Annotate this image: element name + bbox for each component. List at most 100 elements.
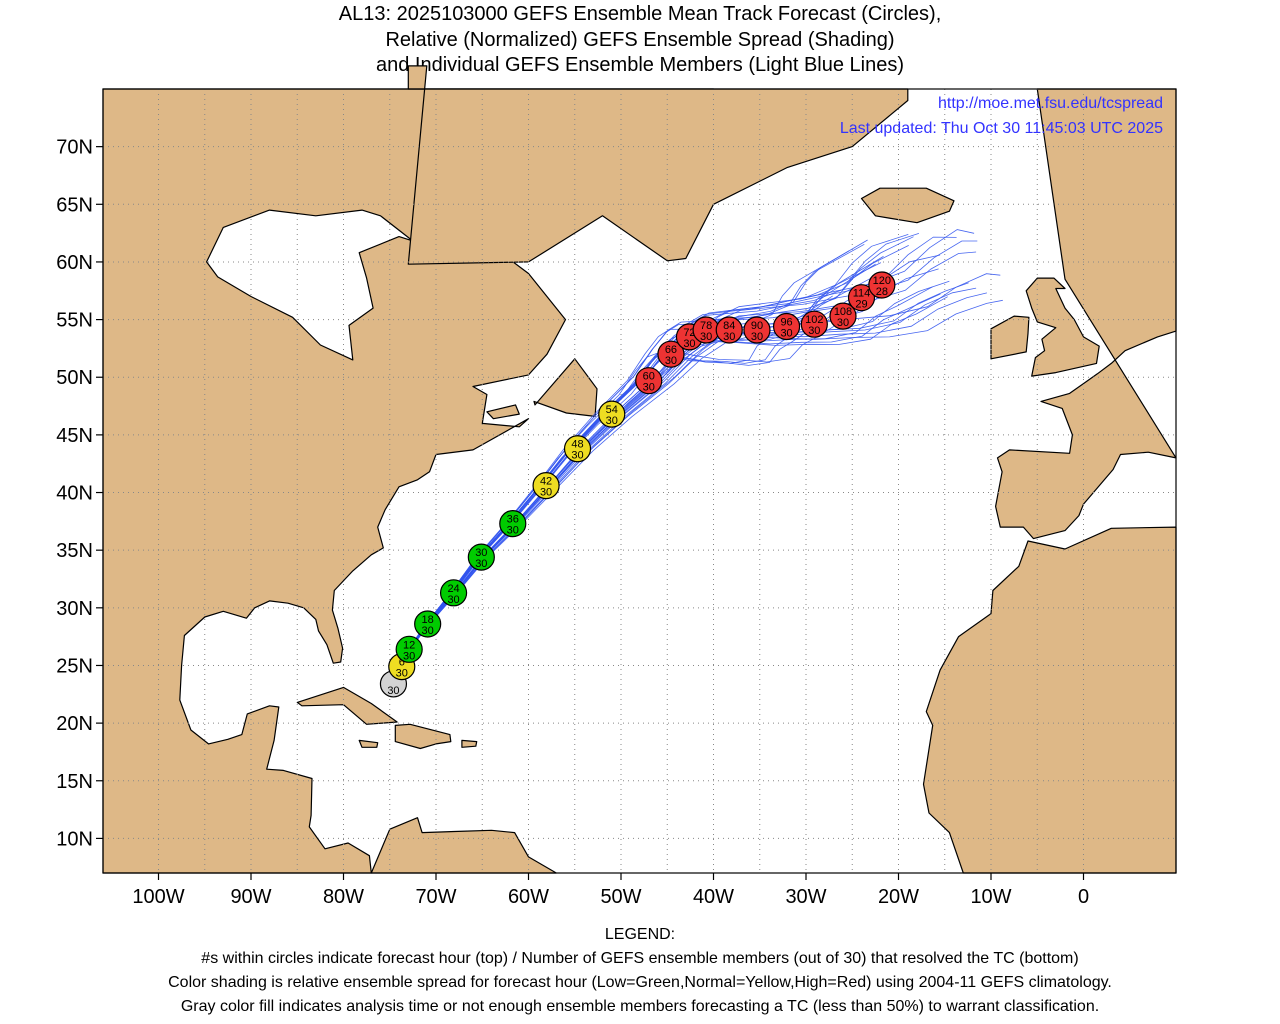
member-count-label: 30 xyxy=(808,325,820,337)
member-count-label: 30 xyxy=(751,331,763,343)
last-updated-text: Last updated: Thu Oct 30 11:45:03 UTC 20… xyxy=(840,120,1163,137)
chart-title-line-3: and Individual GEFS Ensemble Members (Li… xyxy=(375,54,905,76)
member-count-label: 30 xyxy=(475,558,487,570)
map-axes: 100W 90W 80W 70W 60W 50W 40W 30W 20W 10W 0 10N 15N 20… xyxy=(56,88,1177,908)
forecast-hour-label: 54 xyxy=(606,404,618,416)
member-count-label: 30 xyxy=(780,328,792,340)
land-masses xyxy=(102,65,1177,874)
chart-title-line-1: AL13: 2025103000 GEFS Ensemble Mean Trac… xyxy=(338,3,942,25)
ireland xyxy=(990,315,1030,360)
member-count-label: 30 xyxy=(723,331,735,343)
greenland xyxy=(407,65,909,265)
member-track xyxy=(393,239,868,685)
forecast-hour-label: 18 xyxy=(422,614,434,626)
forecast-hour-label: 6 xyxy=(399,657,405,669)
forecast-circle xyxy=(800,310,828,338)
forecast-circle xyxy=(635,367,663,395)
forecast-hour-label: 42 xyxy=(540,476,552,488)
forecast-hour-label: 84 xyxy=(723,320,735,332)
forecast-hour-label: 12 xyxy=(403,639,415,651)
member-track xyxy=(393,292,987,685)
south-america xyxy=(370,817,557,874)
forecast-circle xyxy=(395,635,423,663)
forecast-hour-label: 30 xyxy=(475,547,487,559)
plot-frame xyxy=(102,88,1177,874)
source-url[interactable]: http://moe.met.fsu.edu/tcspread xyxy=(938,95,1163,112)
legend-line-1: #s within circles indicate forecast hour… xyxy=(201,950,1079,967)
member-count-label: 29 xyxy=(855,299,867,311)
chart-title-line-2: Relative (Normalized) GEFS Ensemble Spre… xyxy=(385,29,895,51)
forecast-circle xyxy=(743,316,771,344)
ensemble-mean-track: 3063012301830243030303630423048305430603… xyxy=(379,271,896,698)
forecast-circle xyxy=(499,510,527,538)
member-count-label: 30 xyxy=(571,450,583,462)
member-count-label: 30 xyxy=(507,525,519,537)
member-count-label: 30 xyxy=(387,685,399,697)
forecast-circle xyxy=(772,312,801,341)
member-count-label: 30 xyxy=(540,487,552,499)
y-tick-label: 25N xyxy=(56,655,93,677)
forecast-circle xyxy=(467,543,495,571)
legend-line-3: Gray color fill indicates analysis time … xyxy=(180,998,1100,1015)
y-tick-label: 65N xyxy=(56,194,93,216)
cuba xyxy=(296,686,398,725)
forecast-circle xyxy=(563,435,592,463)
forecast-hour-label: 96 xyxy=(780,317,792,329)
x-tick-label: 100W xyxy=(132,886,184,908)
member-count-label: 28 xyxy=(876,286,888,298)
lat-lon-grid xyxy=(103,89,1176,873)
hispaniola xyxy=(394,723,452,750)
member-count-label: 30 xyxy=(683,338,695,350)
forecast-hour-label: 78 xyxy=(700,320,712,332)
forecast-hour-label: 90 xyxy=(751,320,763,332)
member-count-label: 30 xyxy=(700,331,712,343)
member-count-label: 30 xyxy=(837,317,849,329)
member-count-label: 30 xyxy=(643,382,655,394)
forecast-circle xyxy=(847,284,876,312)
y-tick-label: 50N xyxy=(56,367,93,389)
legend-line-2: Color shading is relative ensemble sprea… xyxy=(168,974,1112,991)
forecast-circle xyxy=(829,302,857,330)
forecast-hour-label: 102 xyxy=(805,314,823,326)
x-tick-label: 50W xyxy=(600,886,641,908)
track-map: 3063012301830243030303630423048305430603… xyxy=(56,65,1177,908)
member-count-label: 30 xyxy=(447,594,459,606)
y-tick-label: 30N xyxy=(56,598,93,620)
y-tick-label: 60N xyxy=(56,252,93,274)
y-tick-label: 45N xyxy=(56,425,93,447)
member-count-label: 30 xyxy=(396,668,408,680)
forecast-hour-label: 114 xyxy=(853,288,871,300)
africa xyxy=(922,526,1177,874)
x-tick-label: 70W xyxy=(415,886,456,908)
forecast-circle xyxy=(657,340,685,368)
x-tick-label: 20W xyxy=(878,886,919,908)
forecast-circle xyxy=(715,316,743,344)
x-tick-label: 40W xyxy=(693,886,734,908)
forecast-circle xyxy=(439,579,468,607)
y-tick-label: 20N xyxy=(56,713,93,735)
legend-heading: LEGEND: xyxy=(604,926,676,943)
x-tick-label: 0 xyxy=(1078,886,1089,908)
member-count-label: 30 xyxy=(606,415,618,427)
y-tick-label: 55N xyxy=(56,310,93,332)
x-tick-label: 90W xyxy=(230,886,271,908)
hudson-bay-water xyxy=(206,209,469,361)
great-britain xyxy=(1025,277,1100,377)
puerto-rico xyxy=(461,739,478,748)
y-tick-label: 10N xyxy=(56,828,93,850)
forecast-hour-label: 120 xyxy=(873,275,891,287)
member-count-label: 30 xyxy=(665,355,677,367)
